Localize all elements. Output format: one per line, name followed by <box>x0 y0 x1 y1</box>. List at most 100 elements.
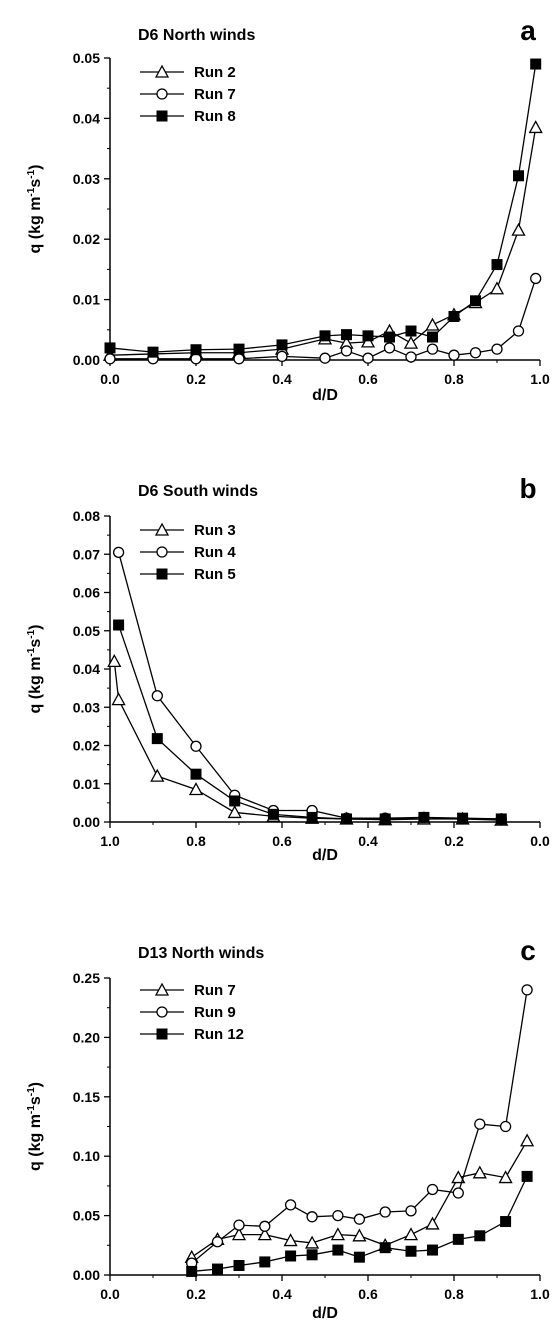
legend-label: Run 8 <box>194 108 236 125</box>
x-tick-label: 0.8 <box>444 1286 464 1302</box>
data-point <box>319 352 331 364</box>
data-point <box>498 1170 513 1184</box>
data-point <box>107 653 122 667</box>
legend-marker <box>156 568 168 580</box>
data-point <box>276 339 288 351</box>
data-point <box>425 317 440 331</box>
series-run-9 <box>186 984 533 1269</box>
panel-c: 0.00 0.05 0.10 0.15 0.20 0.25 0.0 0.2 0.4 0.6 0.8 1… <box>26 935 550 1322</box>
data-point <box>285 1250 297 1262</box>
chart-title: D13 North winds <box>138 945 264 962</box>
data-point <box>276 350 288 363</box>
data-point <box>188 782 204 796</box>
data-point <box>150 768 165 782</box>
y-tick-label: 0.05 <box>73 50 100 66</box>
data-point <box>305 1235 320 1249</box>
legend-marker <box>156 1028 168 1040</box>
legend-label: Run 2 <box>194 64 236 81</box>
x-tick-label: 0.2 <box>186 371 206 387</box>
y-tick-label: 0.02 <box>73 231 100 247</box>
data-point <box>353 1251 365 1263</box>
y-tick-label: 0.01 <box>73 292 100 308</box>
y-axis-label-part: -1 <box>26 169 37 178</box>
data-point <box>362 330 374 342</box>
data-point <box>513 170 524 182</box>
data-point <box>229 795 241 807</box>
data-point <box>332 1209 344 1222</box>
panel-letter: c <box>520 935 536 966</box>
y-axis-label-part: -1 <box>26 629 37 638</box>
data-point <box>500 1216 512 1228</box>
data-point <box>332 1244 344 1256</box>
data-point <box>474 1118 486 1130</box>
chart-title: D6 North winds <box>138 27 255 44</box>
y-axis-label: q (kg m-1s-1) <box>26 625 44 714</box>
chart-title: D6 South winds <box>138 483 258 500</box>
legend-entry: Run 5 <box>140 566 236 583</box>
data-point <box>405 1245 417 1257</box>
data-point <box>379 1242 391 1254</box>
data-point <box>451 1170 466 1184</box>
data-point <box>491 343 503 355</box>
data-point <box>190 768 202 780</box>
data-point <box>405 325 417 337</box>
data-point <box>352 1228 367 1242</box>
data-point <box>257 1227 272 1241</box>
data-point <box>284 1199 297 1211</box>
y-axis-label-part: -1 <box>26 647 37 656</box>
data-point <box>528 120 543 134</box>
data-point <box>470 295 481 307</box>
legend-label: Run 5 <box>194 566 236 583</box>
legend-label: Run 7 <box>194 982 236 999</box>
legend-label: Run 7 <box>194 86 236 103</box>
y-tick-label: 0.00 <box>73 814 100 830</box>
y-tick-label: 0.20 <box>73 1029 100 1045</box>
data-point <box>512 325 525 337</box>
data-point <box>403 1227 419 1241</box>
data-point <box>267 808 279 820</box>
y-axis-label-part: -1 <box>26 1105 37 1114</box>
y-tick-label: 0.01 <box>73 776 100 792</box>
y-axis-label-part: q (kg m <box>27 657 44 714</box>
y-tick-label: 0.08 <box>73 508 100 524</box>
y-axis-label-part: s <box>27 179 44 188</box>
data-point <box>427 1244 438 1256</box>
data-point <box>426 1183 439 1196</box>
data-point <box>379 1206 391 1218</box>
data-point <box>340 345 353 357</box>
y-axis-label-part: q (kg m <box>27 197 44 254</box>
data-point <box>233 1219 245 1231</box>
data-point <box>113 619 125 631</box>
y-axis-label-part: ) <box>27 625 44 630</box>
legend-entry: Run 9 <box>140 1004 236 1021</box>
data-point <box>231 1227 247 1241</box>
y-tick-label: 0.05 <box>73 623 100 639</box>
x-tick-label: 0.0 <box>100 1286 120 1302</box>
y-axis-label-part: -1 <box>26 1087 37 1096</box>
x-tick-label: 0.8 <box>444 371 464 387</box>
data-point <box>405 1205 417 1217</box>
y-tick-label: 0.06 <box>73 585 100 601</box>
legend-entry: Run 7 <box>140 86 236 103</box>
x-tick-label: 0.4 <box>272 371 292 387</box>
data-point <box>426 343 439 355</box>
data-point <box>151 733 163 745</box>
data-point <box>111 692 126 706</box>
series-run-7 <box>184 1133 535 1263</box>
data-point <box>306 1249 318 1261</box>
y-tick-label: 0.04 <box>73 661 100 677</box>
legend-marker <box>156 546 168 558</box>
data-point <box>151 690 163 702</box>
x-tick-label: 0.4 <box>272 1286 292 1302</box>
legend-marker <box>154 982 170 996</box>
y-axis-label: q (kg m-1s-1) <box>26 1082 44 1171</box>
data-point <box>499 1120 512 1133</box>
data-point <box>186 1265 198 1277</box>
y-axis-label: q (kg m-1s-1) <box>26 165 44 254</box>
legend-entry: Run 4 <box>140 544 236 561</box>
legend-marker <box>156 88 168 100</box>
data-point <box>353 1213 366 1225</box>
data-point <box>341 329 352 341</box>
data-point <box>452 1187 464 1199</box>
